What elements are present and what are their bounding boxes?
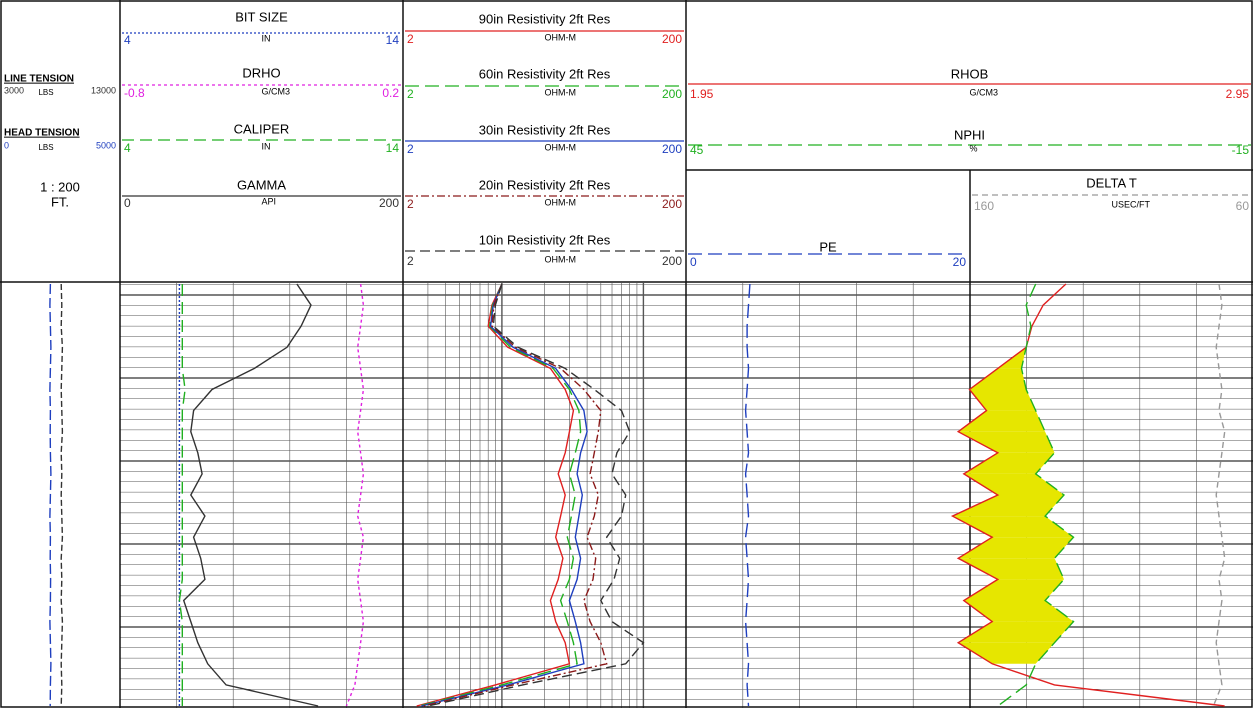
curve bbox=[423, 283, 608, 707]
curve-title: 60in Resistivity 2ft Res bbox=[479, 66, 611, 81]
scale-unit: OHM-M bbox=[545, 197, 577, 207]
scale-unit: IN bbox=[262, 33, 271, 43]
curve-title: PE bbox=[819, 239, 837, 254]
scale-max: 13000 bbox=[91, 85, 116, 95]
curve bbox=[49, 283, 52, 707]
crossover-fill bbox=[958, 431, 1055, 453]
depth-unit: FT. bbox=[51, 194, 69, 209]
curve bbox=[950, 283, 1225, 707]
curve bbox=[60, 283, 64, 707]
scale-min: 4 bbox=[124, 33, 131, 47]
scale-max: -15 bbox=[1232, 143, 1250, 157]
curve bbox=[427, 283, 645, 707]
scale-max: 200 bbox=[662, 32, 682, 46]
curve-title: HEAD TENSION bbox=[4, 128, 80, 139]
scale-unit: OHM-M bbox=[545, 254, 577, 264]
crossover-fill bbox=[969, 368, 1027, 390]
scale-unit: G/CM3 bbox=[970, 87, 999, 97]
scale-min: 45 bbox=[690, 143, 704, 157]
scale-unit: G/CM3 bbox=[262, 86, 291, 96]
crossover-fill bbox=[958, 558, 1064, 580]
scale-max: 14 bbox=[386, 33, 400, 47]
curve-title: 90in Resistivity 2ft Res bbox=[479, 11, 611, 26]
curve-title: BIT SIZE bbox=[235, 9, 288, 24]
scale-max: 200 bbox=[662, 197, 682, 211]
crossover-fill bbox=[958, 621, 1074, 643]
crossover-fill bbox=[958, 642, 1055, 664]
curve-title: LINE TENSION bbox=[4, 74, 74, 85]
crossover-fill bbox=[963, 579, 1064, 601]
scale-unit: LBS bbox=[38, 143, 53, 152]
curve-title: 30in Resistivity 2ft Res bbox=[479, 122, 611, 137]
scale-unit: API bbox=[262, 196, 277, 206]
curve-title: NPHI bbox=[954, 127, 985, 142]
scale-min: 0 bbox=[124, 196, 131, 210]
curve-title: CALIPER bbox=[234, 121, 290, 136]
crossover-fill bbox=[963, 473, 1064, 495]
curve-title: 20in Resistivity 2ft Res bbox=[479, 177, 611, 192]
crossover-fill bbox=[963, 600, 1074, 622]
scale-unit: OHM-M bbox=[545, 87, 577, 97]
scale-min: 1.95 bbox=[690, 87, 714, 101]
scale-max: 14 bbox=[386, 141, 400, 155]
scale-unit: % bbox=[970, 143, 978, 153]
crossover-fill bbox=[963, 452, 1055, 474]
scale-max: 20 bbox=[953, 255, 967, 269]
curve-title: DRHO bbox=[242, 65, 280, 80]
scale-min: -0.8 bbox=[124, 86, 145, 100]
curve bbox=[182, 283, 319, 707]
crossover-fill bbox=[952, 495, 1064, 517]
curve bbox=[178, 284, 186, 706]
curve bbox=[345, 283, 365, 707]
curve bbox=[418, 283, 582, 707]
scale-max: 5000 bbox=[96, 140, 116, 150]
scale-min: 2 bbox=[407, 142, 414, 156]
scale-max: 200 bbox=[662, 142, 682, 156]
scale-unit: OHM-M bbox=[545, 32, 577, 42]
scale-max: 200 bbox=[379, 196, 399, 210]
scale-max: 0.2 bbox=[382, 86, 399, 100]
scale-unit: OHM-M bbox=[545, 142, 577, 152]
scale-min: 2 bbox=[407, 87, 414, 101]
curve bbox=[416, 283, 575, 707]
scale-min: 2 bbox=[407, 32, 414, 46]
scale-min: 2 bbox=[407, 197, 414, 211]
scale-max: 200 bbox=[662, 87, 682, 101]
scale-max: 200 bbox=[662, 254, 682, 268]
curve-title: GAMMA bbox=[237, 177, 286, 192]
curve-title: 10in Resistivity 2ft Res bbox=[479, 232, 611, 247]
curve-title: RHOB bbox=[951, 66, 989, 81]
scale-max: 2.95 bbox=[1226, 87, 1250, 101]
depth-scale: 1 : 200 bbox=[40, 179, 80, 194]
scale-min: 0 bbox=[4, 140, 9, 150]
scale-min: 2 bbox=[407, 254, 414, 268]
scale-min: 160 bbox=[974, 199, 994, 213]
curve bbox=[1212, 283, 1226, 707]
curve bbox=[744, 283, 751, 707]
curve bbox=[997, 283, 1075, 707]
scale-min: 3000 bbox=[4, 85, 24, 95]
scale-min: 4 bbox=[124, 141, 131, 155]
crossover-fill bbox=[958, 537, 1074, 559]
scale-unit: LBS bbox=[38, 88, 53, 97]
curve-title: DELTA T bbox=[1086, 175, 1137, 190]
scale-max: 60 bbox=[1236, 199, 1250, 213]
scale-unit: USEC/FT bbox=[1112, 199, 1151, 209]
scale-unit: IN bbox=[262, 141, 271, 151]
crossover-fill bbox=[969, 389, 1036, 411]
curve bbox=[421, 283, 588, 707]
scale-min: 0 bbox=[690, 255, 697, 269]
